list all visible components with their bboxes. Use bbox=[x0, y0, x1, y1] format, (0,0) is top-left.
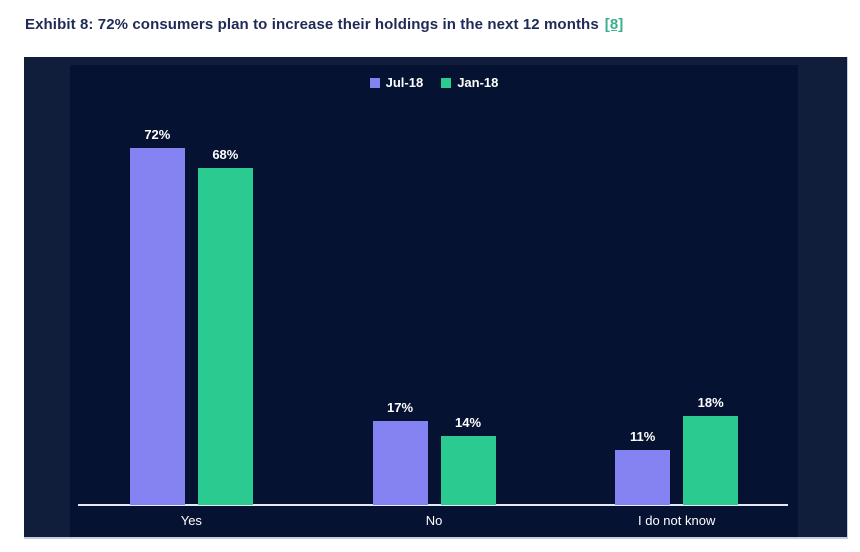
bar-value-label: 14% bbox=[454, 415, 482, 430]
bar-jan-18-i-do-not-know: 18% bbox=[683, 395, 739, 505]
bar-value-label: 72% bbox=[144, 127, 171, 142]
exhibit-title: Exhibit 8: 72% consumers plan to increas… bbox=[25, 16, 623, 33]
chart-legend: Jul-18 Jan-18 bbox=[70, 75, 798, 90]
plot-area: Jul-18 Jan-18 72% 68% 17% 14% 11% 18% Yes No I d… bbox=[70, 65, 798, 537]
bar-value-label: 68% bbox=[212, 147, 239, 162]
bar-jan-18-yes: 68% bbox=[197, 147, 253, 505]
category-label-yes: Yes bbox=[180, 513, 202, 528]
category-label-no: No bbox=[425, 513, 443, 528]
bar-jul-18-no: 17% bbox=[372, 400, 428, 505]
bar-group-yes: 72% 68% bbox=[70, 65, 313, 505]
bar-jan-18-no: 14% bbox=[440, 415, 496, 505]
bar-value-label: 18% bbox=[697, 395, 724, 410]
legend-swatch-icon bbox=[369, 77, 380, 88]
category-label-i-do-not-know: I do not know bbox=[638, 513, 716, 528]
legend-item-jul-18: Jul-18 bbox=[369, 75, 424, 90]
bar-jul-18-yes: 72% bbox=[129, 127, 185, 505]
bar-group-no: 17% 14% bbox=[313, 65, 556, 505]
bar-group-i-do-not-know: 11% 18% bbox=[555, 65, 798, 505]
legend-label: Jan-18 bbox=[457, 75, 499, 90]
category-labels: Yes No I do not know bbox=[70, 513, 798, 528]
bar-value-label: 17% bbox=[386, 400, 414, 415]
reference-link[interactable]: [8] bbox=[604, 16, 624, 33]
legend-swatch-icon bbox=[441, 77, 452, 88]
legend-item-jan-18: Jan-18 bbox=[441, 75, 498, 90]
exhibit-title-text: Exhibit 8: 72% consumers plan to increas… bbox=[25, 16, 599, 33]
legend-label: Jul-18 bbox=[385, 75, 424, 90]
bar-jul-18-i-do-not-know: 11% bbox=[615, 429, 671, 505]
x-axis-line bbox=[78, 504, 788, 506]
bar-value-label: 11% bbox=[630, 429, 656, 444]
bar-groups: 72% 68% 17% 14% 11% 18% bbox=[70, 65, 798, 505]
chart-container: Jul-18 Jan-18 72% 68% 17% 14% 11% 18% Yes No I d… bbox=[24, 57, 848, 539]
